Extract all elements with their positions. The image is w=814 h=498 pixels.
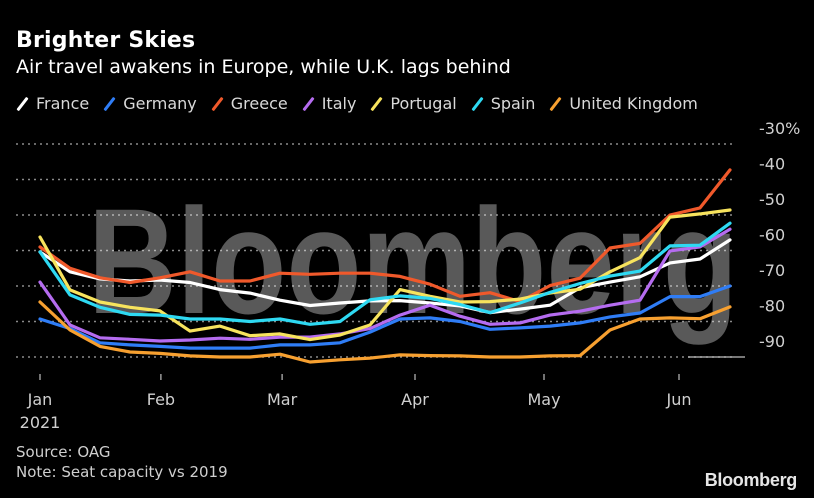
x-tick-label: Feb [147,390,175,409]
y-tick-label: -40 [759,155,785,174]
legend-label: Greece [230,94,288,113]
series-line-portugal [38,208,732,342]
x-year-label: 2021 [20,413,61,432]
series-line-greece [38,168,732,304]
legend-item: United Kingdom [549,94,697,113]
y-tick-label: -80 [759,297,785,316]
y-tick-label: -30% [759,119,800,138]
legend-label: Italy [321,94,357,113]
x-tick-label: Apr [401,390,429,409]
source-note: Source: OAG [16,443,111,461]
bloomberg-logo: Bloomberg [704,470,798,490]
legend-item: Spain [471,94,536,113]
chart-title: Brighter Skies [16,28,196,53]
legend-item: Italy [302,94,357,113]
x-tick-label: May [527,390,560,409]
x-tick-label: Jun [666,390,692,409]
legend-label: Portugal [390,94,457,113]
series-line-spain [38,221,732,326]
legend-item: Germany [103,94,197,113]
legend-label: Germany [123,94,197,113]
legend: France Germany Greece Italy Portugal Spain Uni… [16,94,712,113]
x-tick-label: Mar [267,390,298,409]
legend-label: United Kingdom [569,94,698,113]
x-tick-label: Jan [27,390,53,409]
chart-subtitle: Air travel awakens in Europe, while U.K.… [16,56,511,78]
legend-label: Spain [490,94,536,113]
legend-item: Portugal [370,94,456,113]
y-tick-label: -60 [759,226,785,245]
legend-item: Greece [211,94,288,113]
footnote: Note: Seat capacity vs 2019 [16,463,228,481]
series-line-united-kingdom [38,300,732,364]
legend-label: France [36,94,90,113]
y-tick-label: -90 [759,332,785,351]
y-tick-label: -50 [759,190,785,209]
y-tick-label: -70 [759,261,785,280]
legend-item: France [16,94,89,113]
series-line-italy [38,227,732,343]
series-line-germany [38,284,732,350]
